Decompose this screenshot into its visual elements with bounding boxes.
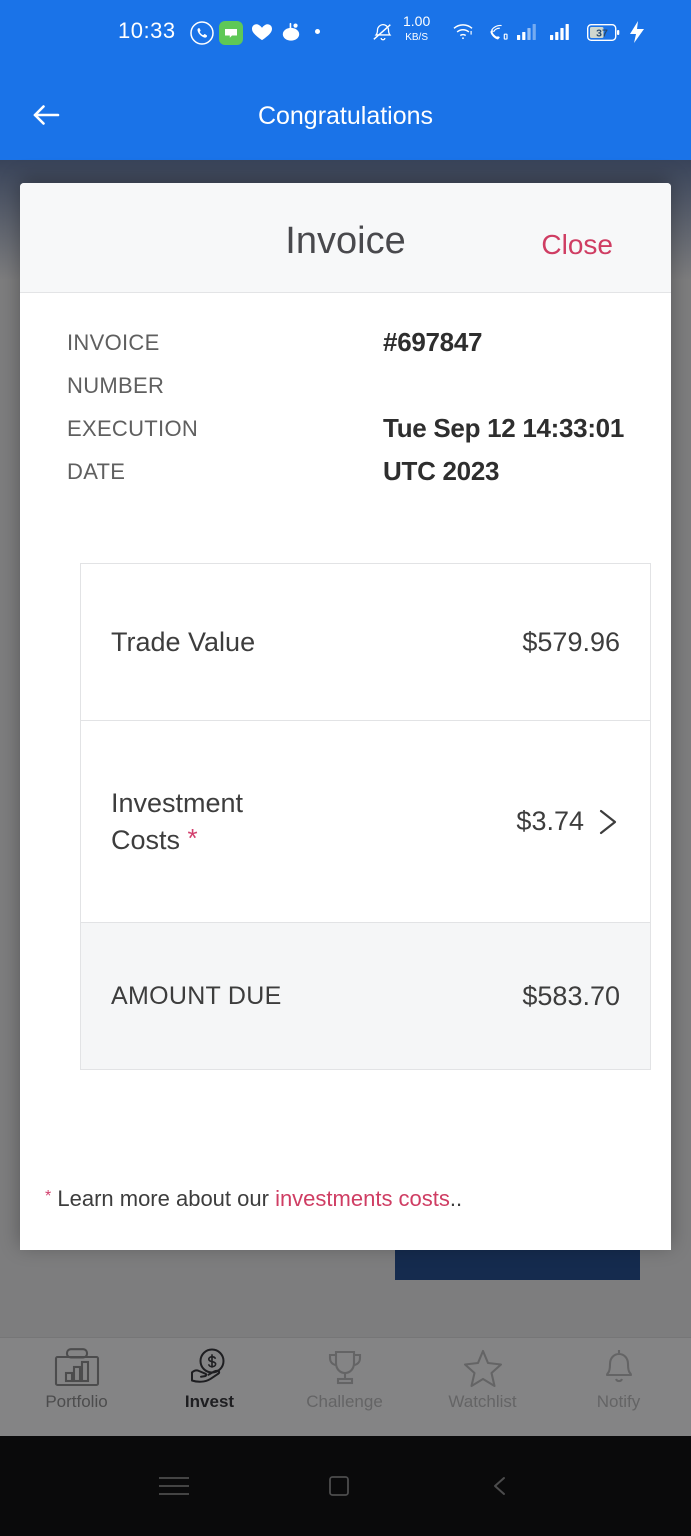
- svg-text:37: 37: [596, 28, 608, 40]
